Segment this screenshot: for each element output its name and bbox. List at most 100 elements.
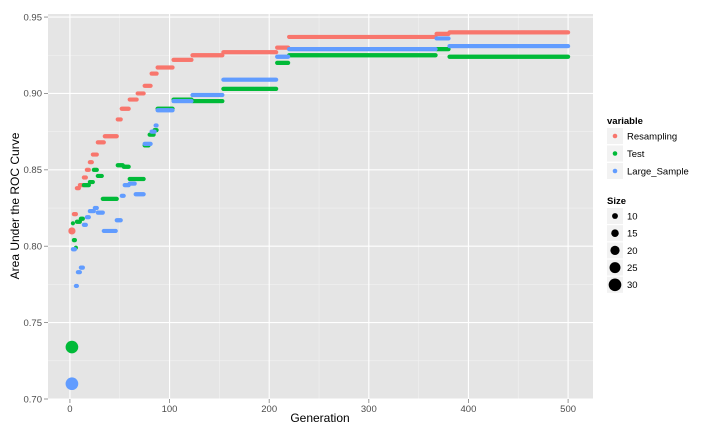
data-point	[565, 30, 571, 35]
data-point	[126, 164, 131, 169]
y-tick-label: 0.70	[24, 394, 43, 405]
data-point	[77, 270, 82, 275]
data-point	[83, 175, 88, 180]
x-tick-label: 400	[461, 404, 477, 415]
data-point	[94, 167, 99, 172]
data-point	[220, 92, 225, 98]
data-point	[100, 210, 105, 215]
x-axis: 0 100 200 300 400 500	[67, 399, 576, 415]
legend-size-dot	[609, 262, 621, 274]
series-test	[65, 47, 571, 354]
data-point	[113, 228, 118, 234]
data-point	[70, 221, 76, 226]
legend-size-dot	[612, 213, 618, 219]
data-point	[189, 57, 194, 62]
legend-size-label: 15	[627, 229, 638, 240]
data-point-initial	[68, 227, 76, 235]
data-point	[274, 86, 279, 91]
series-large-sample	[65, 36, 571, 391]
x-tick-label: 300	[361, 404, 377, 415]
data-point	[99, 173, 104, 179]
legend-size-title: Size	[607, 196, 626, 207]
data-point	[94, 152, 99, 157]
data-point	[121, 193, 126, 198]
y-tick-label: 0.90	[24, 89, 43, 100]
legend-label: Test	[627, 149, 645, 160]
y-tick-label: 0.95	[24, 12, 43, 23]
data-point	[274, 77, 279, 82]
data-point	[80, 216, 85, 221]
legend-size-dot	[611, 229, 619, 237]
data-point	[141, 176, 146, 182]
data-point	[433, 53, 438, 58]
data-point	[132, 181, 137, 186]
legend-color-title: variable	[607, 116, 643, 127]
data-point	[134, 97, 139, 102]
data-point	[101, 140, 106, 145]
data-point	[286, 60, 291, 65]
data-point	[86, 215, 91, 220]
series-resampling	[68, 30, 571, 235]
data-point	[90, 179, 95, 185]
data-point	[170, 65, 175, 70]
data-point	[170, 108, 175, 113]
data-point	[446, 36, 451, 41]
data-point	[72, 238, 77, 243]
x-tick-label: 0	[67, 404, 72, 415]
data-point	[141, 192, 146, 197]
legend-size-dot	[608, 278, 622, 292]
legend-label: Large_Sample	[627, 166, 689, 177]
data-point	[433, 47, 438, 52]
y-tick-label: 0.85	[24, 165, 43, 176]
grid-major	[48, 14, 593, 400]
data-point	[86, 167, 91, 172]
plot-panel	[48, 14, 593, 399]
data-point	[274, 50, 279, 55]
data-point-initial	[65, 340, 79, 354]
data-point	[80, 265, 85, 270]
legend-key-dot	[612, 151, 618, 156]
data-point	[126, 106, 131, 111]
data-point	[114, 134, 119, 139]
data-point	[220, 98, 225, 104]
data-point	[148, 141, 153, 146]
y-tick-label: 0.80	[24, 242, 43, 253]
data-point	[148, 83, 153, 88]
data-point	[118, 218, 123, 223]
y-axis-title: Area Under the ROC Curve	[8, 132, 22, 279]
data-point	[286, 54, 291, 59]
x-tick-label: 500	[560, 404, 576, 415]
legend: variable Resampling Test Large_Sample Size…	[607, 116, 689, 293]
legend-size-label: 20	[627, 246, 638, 257]
y-axis: 0.70 0.75 0.80 0.85 0.90 0.95	[24, 12, 48, 405]
legend-key-dot	[612, 133, 618, 139]
data-point	[152, 129, 157, 134]
legend-size-label: 30	[627, 280, 638, 291]
x-axis-title: Generation	[290, 411, 349, 425]
data-point	[94, 205, 99, 211]
legend-size-dot	[610, 245, 620, 256]
legend-label: Resampling	[627, 131, 677, 142]
data-point	[189, 98, 194, 104]
data-point	[154, 123, 159, 128]
data-point	[118, 117, 123, 122]
data-point-initial	[65, 377, 79, 391]
data-point	[73, 212, 78, 217]
data-point	[72, 247, 77, 252]
data-point	[154, 71, 159, 76]
series-layer	[65, 30, 571, 391]
legend-key-dot	[612, 168, 618, 174]
data-point	[565, 43, 571, 49]
data-point	[141, 91, 146, 96]
x-tick-label: 200	[261, 404, 277, 415]
x-tick-label: 100	[162, 404, 178, 415]
data-point	[114, 196, 119, 201]
data-point	[89, 160, 94, 165]
legend-size-label: 25	[627, 263, 638, 274]
y-tick-label: 0.75	[24, 318, 43, 329]
data-point	[565, 54, 571, 59]
data-point	[74, 283, 79, 289]
data-point	[83, 222, 88, 227]
legend-size-label: 10	[627, 211, 638, 222]
